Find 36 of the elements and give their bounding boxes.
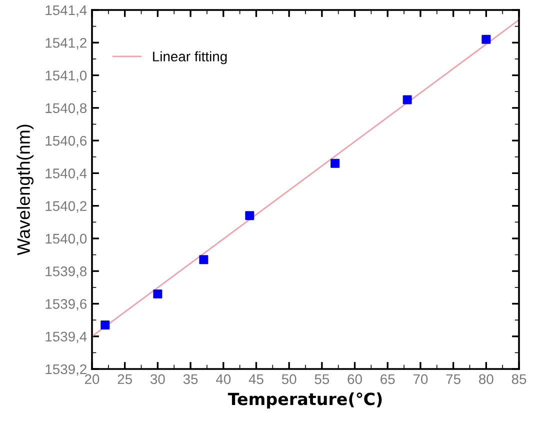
x-tick-label: 85 xyxy=(512,374,526,384)
y-tick-label: 1539,6 xyxy=(46,299,87,311)
y-axis-title: Wavelength(nm) xyxy=(16,124,34,256)
y-tick-label: 1539,2 xyxy=(46,364,86,376)
y-tick-label: 1540,8 xyxy=(46,103,87,115)
x-tick-label: 75 xyxy=(446,374,460,384)
point xyxy=(482,34,491,44)
point xyxy=(100,320,110,330)
y-tick-label: 1540,2 xyxy=(46,201,86,213)
x-tick-label: 55 xyxy=(314,374,330,384)
point xyxy=(330,158,340,168)
y-tick-label: 1539,4 xyxy=(46,332,87,344)
x-axis-title: Temperature(℃) xyxy=(228,392,382,408)
x-tick-label: 80 xyxy=(479,374,494,384)
point xyxy=(199,255,208,264)
x-tick-label: 40 xyxy=(216,374,231,384)
y-tick-label: 1540,4 xyxy=(46,168,87,180)
x-tick-label: 20 xyxy=(84,374,100,384)
y-tick-label: 1541,4 xyxy=(46,5,87,17)
x-tick-label: 45 xyxy=(248,374,264,384)
y-tick-label: 1539,8 xyxy=(46,266,87,278)
point xyxy=(153,289,162,298)
x-tick-label: 25 xyxy=(118,374,132,384)
point xyxy=(402,95,412,104)
x-tick-label: 50 xyxy=(282,374,296,384)
legend-label: Linear fitting xyxy=(153,51,227,64)
y-tick-label: 1540,0 xyxy=(46,234,87,246)
x-tick-label: 35 xyxy=(183,374,198,384)
x-tick-label: 70 xyxy=(413,374,428,384)
y-tick-label: 1541,0 xyxy=(46,70,87,82)
y-tick-label: 1541,2 xyxy=(46,38,86,50)
x-tick-label: 30 xyxy=(150,374,165,384)
x-tick-label: 60 xyxy=(348,374,362,384)
point xyxy=(245,211,254,220)
x-tick-label: 65 xyxy=(380,374,395,384)
y-tick-label: 1540,6 xyxy=(46,136,87,148)
